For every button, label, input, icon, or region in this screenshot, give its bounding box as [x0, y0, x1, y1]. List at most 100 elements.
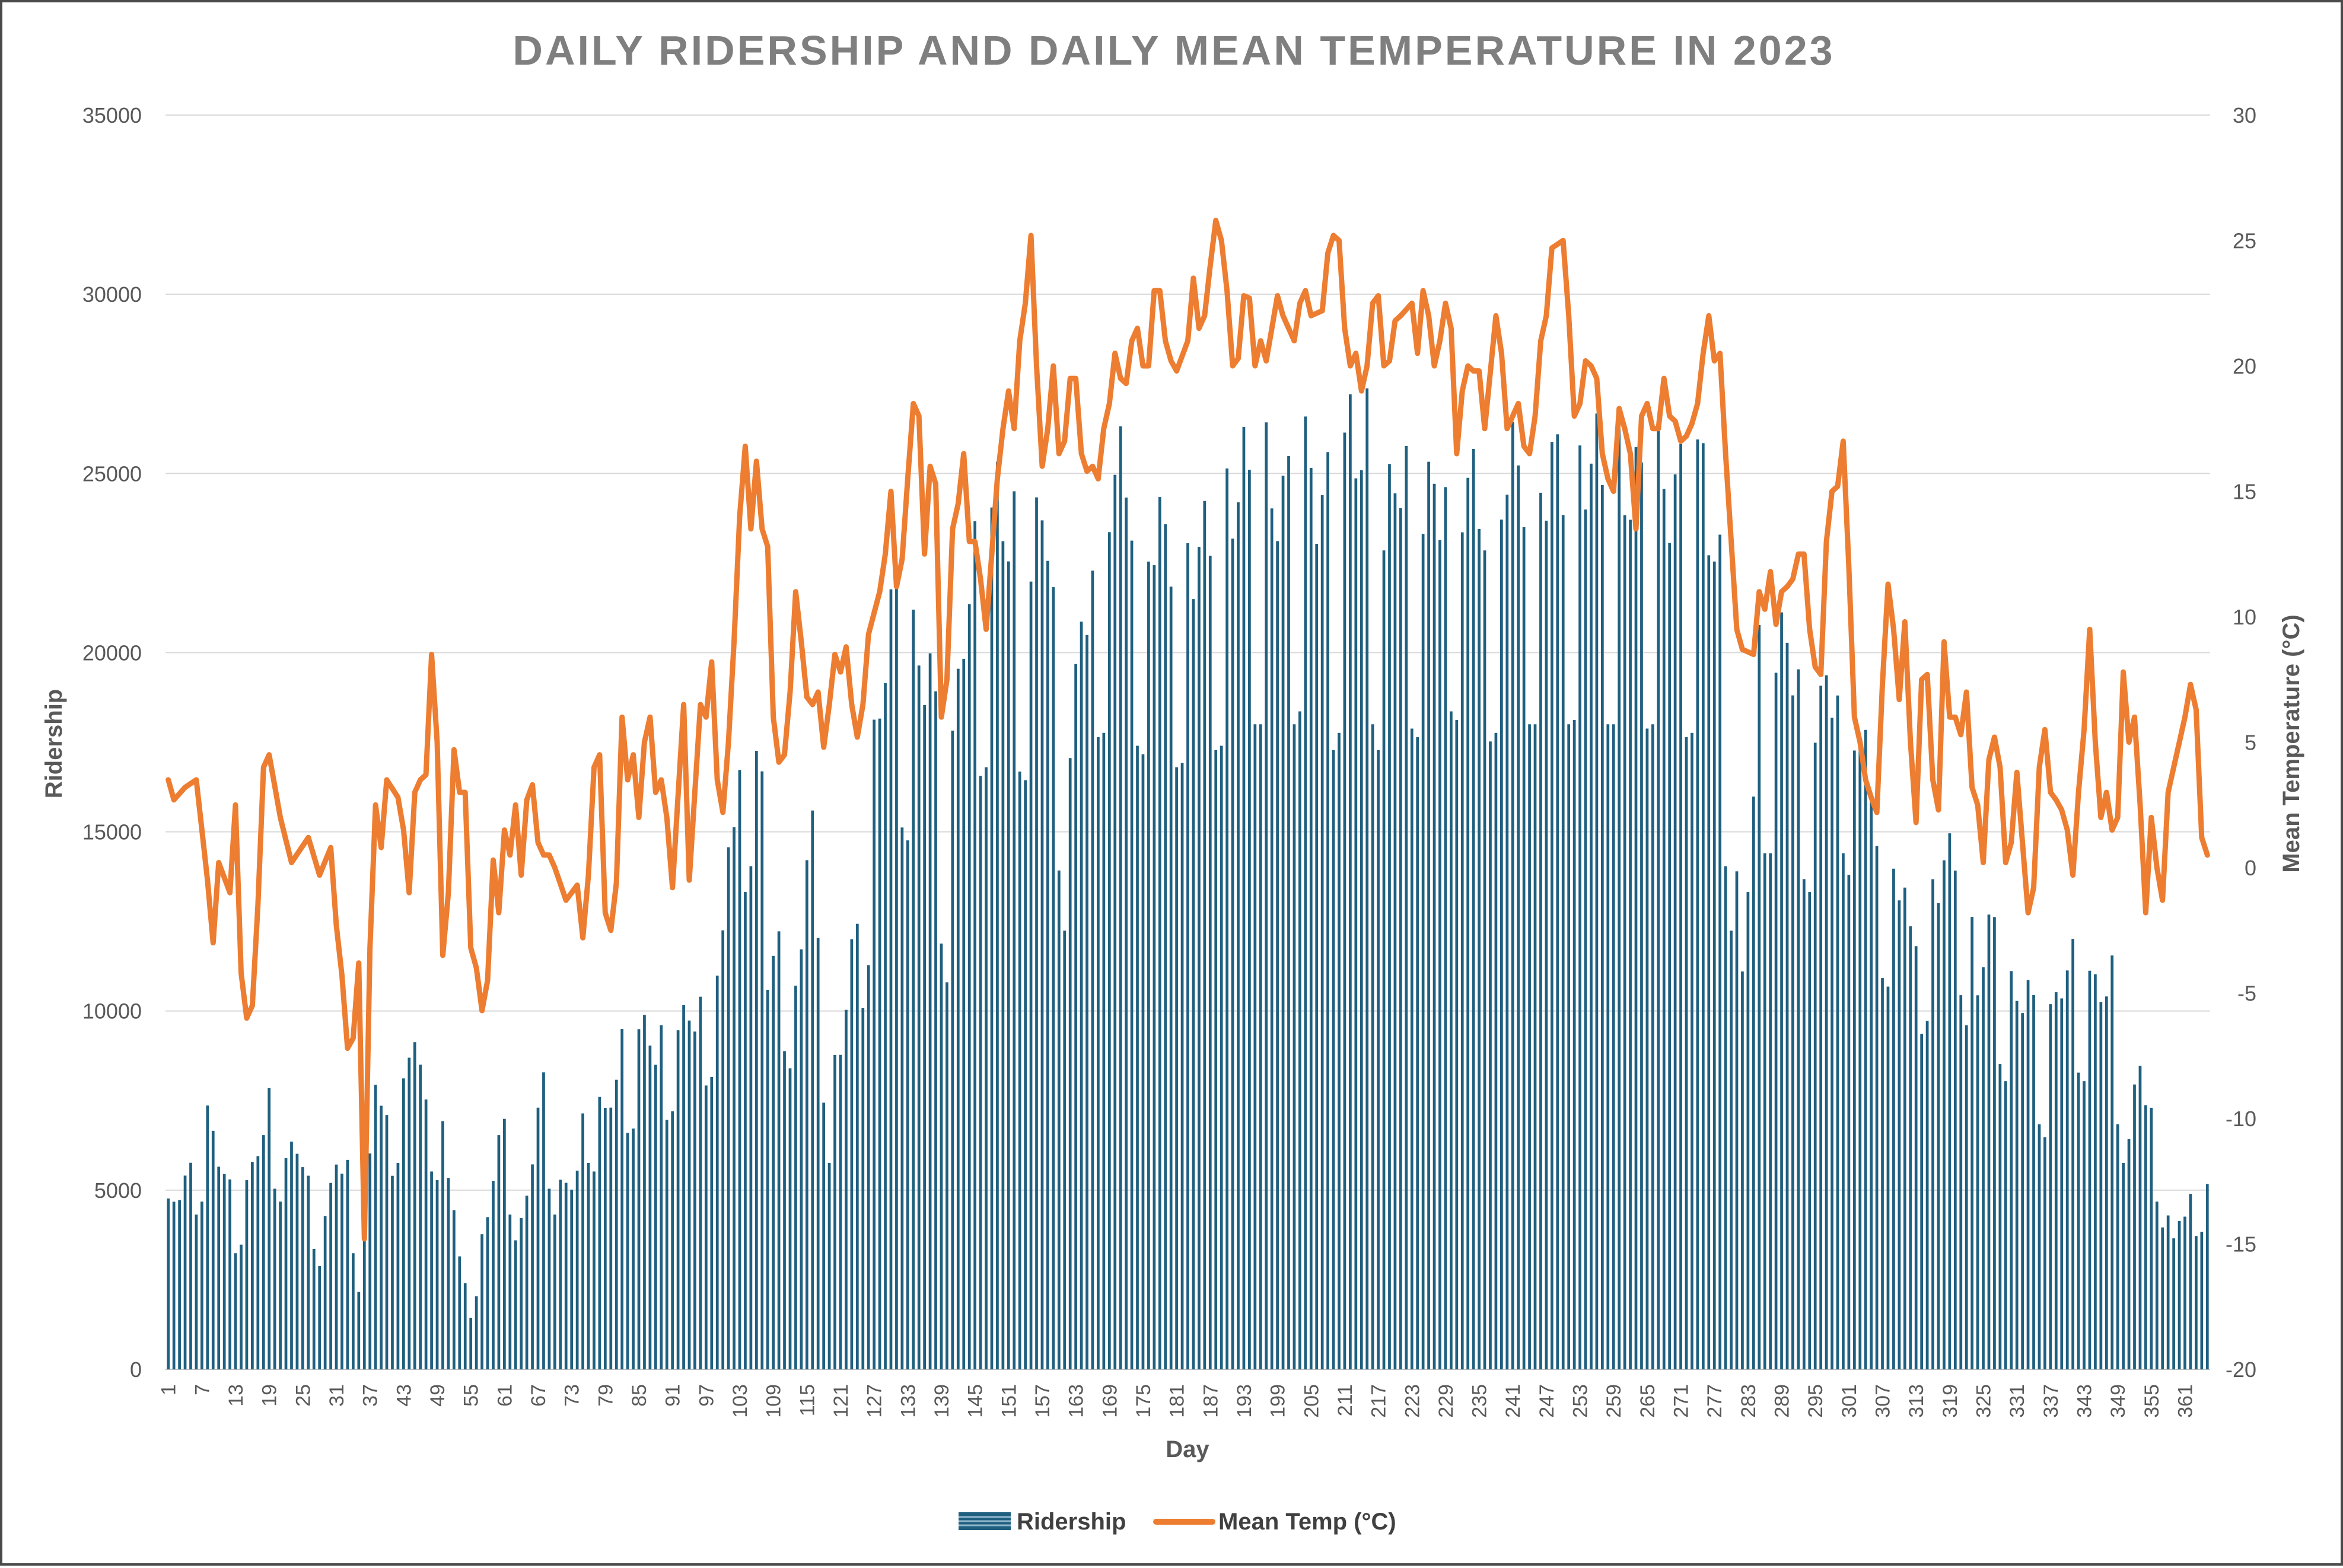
ridership-bar [234, 1253, 237, 1369]
ridership-bar [1870, 795, 1873, 1369]
ridership-bar [1180, 763, 1184, 1369]
ridership-bar [419, 1065, 422, 1369]
ridership-bar [1813, 742, 1817, 1369]
ridership-bar [2205, 1184, 2209, 1369]
ridership-bar [833, 1054, 836, 1369]
ridership-bar [1444, 487, 1447, 1370]
ridership-bars [167, 388, 2209, 1370]
x-tick-label: 109 [763, 1384, 785, 1418]
ridership-bar [2015, 1000, 2019, 1369]
ridership-bar [1752, 796, 1755, 1369]
ridership-bar [1858, 747, 1862, 1369]
y2-tick-label: 20 [2233, 354, 2256, 378]
ridership-bar [727, 847, 730, 1369]
ridership-bar [1886, 986, 1890, 1369]
y-tick-label: 15000 [82, 820, 142, 844]
ridership-bar [1852, 750, 1856, 1369]
ridership-bar [1802, 879, 1806, 1369]
ridership-bar [1107, 532, 1111, 1369]
ridership-bar [1377, 750, 1380, 1369]
ridership-bar [1029, 581, 1033, 1369]
ridership-bar [525, 1196, 529, 1369]
ridership-bar [1298, 711, 1301, 1369]
ridership-bar [2166, 1215, 2170, 1369]
ridership-bar [531, 1164, 534, 1369]
ridership-bar [1970, 917, 1973, 1369]
ridership-bar [609, 1107, 613, 1369]
x-tick-label: 97 [695, 1384, 718, 1407]
ridership-bar [1691, 732, 1693, 1369]
x-tick-label: 7 [191, 1384, 214, 1395]
ridership-bar [1590, 463, 1593, 1369]
ridership-bar [1864, 729, 1867, 1369]
ridership-bar [430, 1171, 433, 1369]
ridership-bar [1198, 547, 1201, 1370]
ridership-bar [1774, 673, 1778, 1369]
ridership-bar [1354, 478, 1358, 1370]
y-tick-label: 25000 [82, 461, 142, 486]
ridership-bar [1780, 612, 1783, 1369]
ridership-bar [1080, 622, 1083, 1369]
ridership-bar [1931, 879, 1934, 1369]
ridership-bar [1489, 741, 1492, 1369]
ridership-bar [1819, 686, 1823, 1369]
ridership-bar [1242, 427, 1246, 1370]
ridership-bar [2032, 995, 2035, 1369]
ridership-bar [1360, 470, 1363, 1369]
ridership-bar [2110, 955, 2114, 1369]
ridership-bar [1085, 635, 1088, 1369]
ridership-bar [1046, 560, 1049, 1370]
ridership-bar [284, 1158, 288, 1369]
ridership-bar [2099, 1002, 2103, 1369]
ridership-bar [1701, 443, 1705, 1370]
ridership-bar [979, 776, 982, 1369]
x-tick-label: 217 [1368, 1384, 1390, 1418]
ridership-bar [1875, 846, 1879, 1369]
ridership-bar [1091, 571, 1094, 1369]
ridership-bar [352, 1253, 355, 1369]
ridership-bar [2189, 1194, 2192, 1369]
ridership-bar [290, 1141, 293, 1369]
ridership-bar [946, 982, 948, 1369]
x-tick-label: 127 [864, 1384, 886, 1418]
ridership-bar [2038, 1124, 2041, 1369]
x-tick-label: 91 [662, 1384, 685, 1407]
legend-ridership-label: Ridership [1017, 1509, 1126, 1535]
x-tick-label: 349 [2107, 1384, 2129, 1418]
ridership-bar [800, 949, 803, 1369]
ridership-bar [895, 582, 898, 1369]
ridership-bar [1937, 903, 1940, 1369]
ridership-bar [1707, 555, 1711, 1370]
x-tick-label: 253 [1570, 1384, 1592, 1418]
ridership-bar [1623, 515, 1626, 1370]
x-tick-label: 187 [1199, 1384, 1222, 1418]
ridership-bar [1270, 508, 1274, 1369]
x-tick-label: 67 [527, 1384, 550, 1407]
ridership-bar [1399, 508, 1402, 1369]
ridership-bar [469, 1317, 473, 1369]
ridership-bar [1421, 534, 1425, 1369]
ridership-bar [1052, 587, 1055, 1369]
ridership-bar [794, 986, 797, 1369]
ridership-bar [1712, 561, 1716, 1369]
ridership-bar [1074, 664, 1077, 1369]
ridership-bar [514, 1240, 517, 1369]
ridership-bar [502, 1118, 506, 1369]
ridership-bar [1730, 930, 1733, 1369]
ridership-bar [693, 1031, 696, 1369]
ridership-bar [564, 1183, 568, 1369]
ridership-bar [733, 827, 736, 1369]
ridership-bar [873, 719, 876, 1369]
x-tick-label: 199 [1267, 1384, 1290, 1418]
ridership-bar [2183, 1216, 2186, 1369]
y-axis-title: Ridership [41, 689, 67, 798]
ridership-bar [1265, 422, 1268, 1370]
ridership-bar [1343, 432, 1346, 1369]
ridership-bar [603, 1107, 607, 1369]
ridership-bar [2060, 998, 2064, 1369]
ridership-bar [1231, 538, 1234, 1369]
ridership-bar [1449, 711, 1453, 1369]
ridership-bar [1276, 541, 1279, 1369]
ridership-bar [2178, 1220, 2181, 1369]
